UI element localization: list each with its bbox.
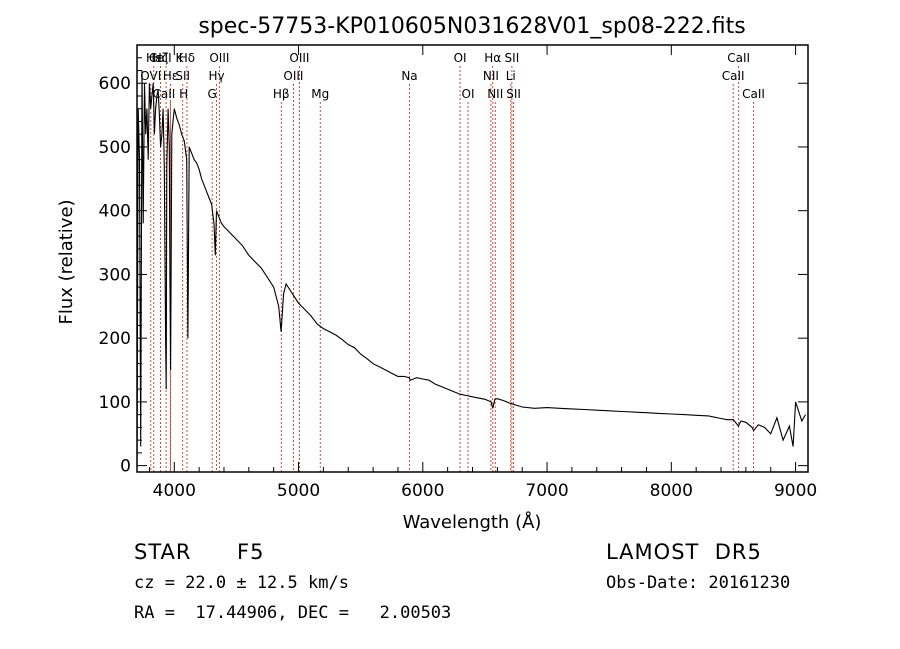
plot-frame: [136, 44, 809, 473]
y-axis-label: Flux (relative): [56, 199, 77, 324]
line-label: OIII: [289, 51, 309, 65]
line-label: CaII: [727, 51, 750, 65]
line-label: Hε: [146, 51, 162, 65]
line-markers: [150, 66, 755, 472]
line-label: CaII: [742, 87, 765, 101]
coordinates: RA = 17.44906, DEC = 2.00503: [134, 603, 452, 623]
line-label: OI: [462, 87, 475, 101]
line-label: Na: [401, 69, 417, 83]
line-label: Hα: [484, 51, 501, 65]
line-label: Li: [506, 69, 516, 83]
x-tick-label: 8000: [650, 481, 693, 501]
line-label: OIII: [209, 51, 229, 65]
x-tick-label: 4000: [153, 481, 196, 501]
line-label: NII: [487, 87, 503, 101]
line-label: G: [208, 87, 217, 101]
x-tick-label: 7000: [525, 481, 568, 501]
y-axis-ticks: 0 100 200 300 400 500 600: [99, 57, 808, 477]
line-label: Hζ: [153, 51, 169, 65]
redshift-velocity: cz = 22.0 ± 12.5 km/s: [134, 573, 349, 593]
line-label: OI: [454, 51, 467, 65]
chart-title: spec-57753-KP010605N031628V01_sp08-222.f…: [198, 14, 745, 39]
observation-date: Obs-Date: 20161230: [606, 573, 791, 593]
y-tick-label: 300: [99, 265, 131, 285]
line-label: Hε: [163, 69, 179, 83]
y-tick-label: 500: [99, 138, 131, 158]
survey-name: LAMOST DR5: [606, 540, 762, 564]
line-label: Hβ: [273, 87, 290, 101]
spectrum-series-line: [136, 70, 806, 466]
line-label: NII: [483, 69, 499, 83]
line-label: CaII K: [149, 51, 185, 65]
line-label: Hδ: [179, 51, 195, 65]
line-label: OIII: [283, 69, 303, 83]
line-label: Hγ: [208, 69, 224, 83]
x-tick-label: 6000: [401, 481, 444, 501]
line-label: Mg: [311, 87, 329, 101]
x-tick-label: 5000: [277, 481, 320, 501]
line-label: CaII: [722, 69, 745, 83]
line-label: SII: [506, 87, 521, 101]
line-label: CaII H: [152, 87, 188, 101]
object-class: STAR: [134, 540, 192, 564]
line-label: OVI: [140, 69, 161, 83]
line-label: SII: [175, 69, 190, 83]
y-tick-label: 600: [99, 74, 131, 94]
x-axis-ticks: 4000 5000 6000 7000 8000 9000: [148, 45, 817, 501]
line-label: SII: [505, 51, 520, 65]
y-tick-label: 400: [99, 202, 131, 222]
y-tick-label: 100: [99, 393, 131, 413]
x-axis-label: Wavelength (Å): [403, 511, 542, 533]
y-tick-label: 200: [99, 329, 131, 349]
object-subclass: F5: [237, 540, 265, 564]
x-tick-label: 9000: [774, 481, 817, 501]
y-tick-label: 0: [120, 457, 131, 477]
